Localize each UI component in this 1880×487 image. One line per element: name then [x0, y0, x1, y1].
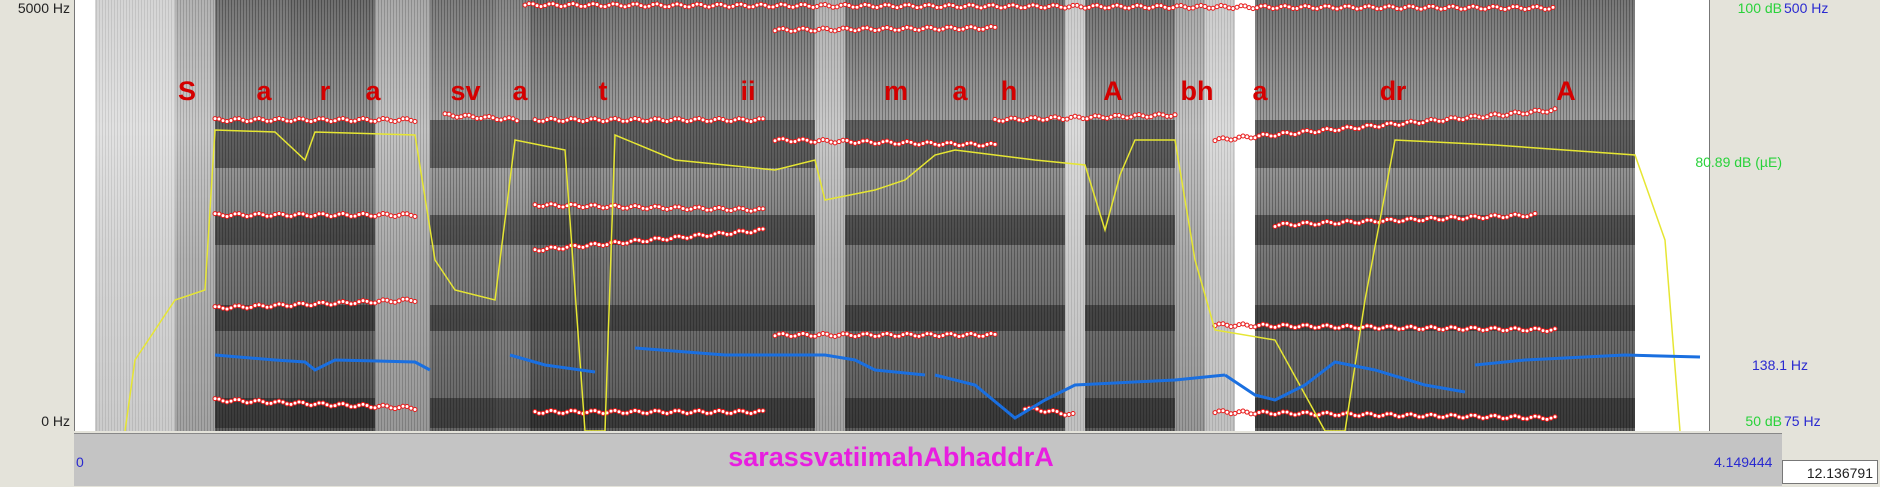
segment-label: v [465, 78, 480, 105]
text-tier[interactable]: sarassvatiimahAbhaddrA 0 4.149444 [74, 433, 1782, 486]
segment-label: r [1396, 78, 1407, 105]
segment-label: s [450, 78, 465, 105]
segment-label: a [952, 78, 967, 105]
intensity-bottom-label: 50 dB [1700, 413, 1782, 429]
segment-label: r [320, 78, 331, 105]
segment-label: a [1252, 78, 1267, 105]
pitch-top-label: 500 Hz [1784, 0, 1828, 16]
segment-label: a [365, 78, 380, 105]
segment-label: m [884, 78, 908, 105]
segment-label: a [512, 78, 527, 105]
total-duration: 12.136791 [1782, 460, 1878, 484]
tier-interval-text[interactable]: sarassvatiimahAbhaddrA [74, 442, 1708, 473]
segment-label: h [1001, 78, 1018, 105]
segment-label: d [1380, 78, 1397, 105]
pitch-mid-label: 138.1 Hz [1752, 357, 1808, 373]
intensity-top-label: 100 dB [1700, 0, 1782, 16]
pitch-bottom-label: 75 Hz [1784, 413, 1821, 429]
frequency-axis-bottom-label: 0 Hz [0, 413, 70, 429]
frequency-axis-top-label: 5000 Hz [0, 0, 70, 16]
segment-label: t [599, 78, 608, 105]
segment-label: ii [740, 78, 755, 105]
segment-label: S [178, 78, 196, 105]
segment-label: A [1103, 78, 1123, 105]
tier-end-time: 4.149444 [1714, 454, 1784, 470]
segment-label: A [1556, 78, 1576, 105]
intensity-mid-label: 80.89 dB (µE) [1660, 154, 1782, 170]
tier-start-time: 0 [76, 454, 84, 470]
segment-label: a [256, 78, 271, 105]
spectrogram-canvas [75, 0, 1709, 431]
segment-label: bh [1181, 78, 1214, 105]
